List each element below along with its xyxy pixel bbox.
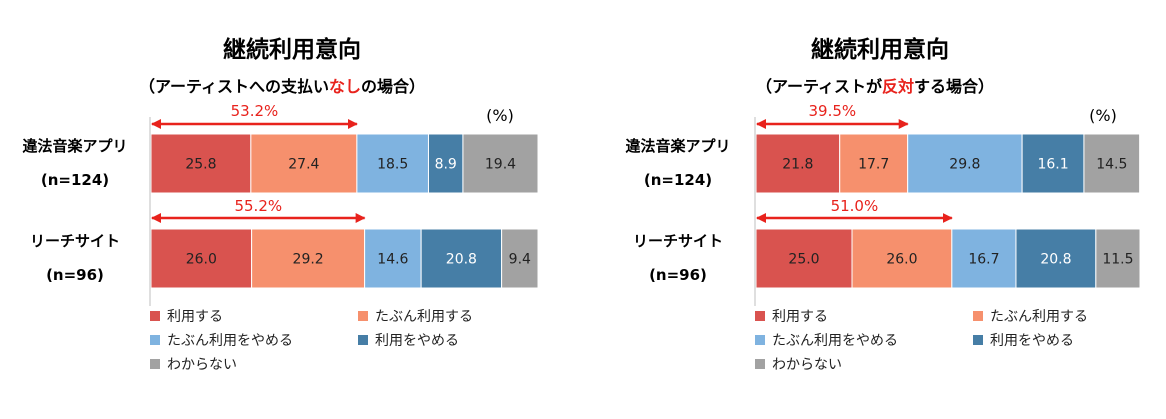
legend-label: わからない [772, 357, 842, 373]
bar-segment [951, 228, 1017, 289]
bar-segment [251, 228, 366, 289]
legend-label: 利用をやめる [375, 333, 459, 349]
row-label: 違法音楽アプリ [22, 137, 127, 155]
legend-swatch [150, 311, 160, 321]
data-label: 25.8 [185, 157, 216, 173]
bar-segment [356, 133, 429, 194]
subtitle-part: （アーティストが [756, 77, 882, 96]
span-annotation: 55.2% [234, 197, 282, 215]
bar-segment [1015, 228, 1097, 289]
data-label: 18.5 [377, 157, 408, 173]
bar-segment [462, 133, 539, 194]
legend-swatch [358, 335, 368, 345]
legend-swatch [150, 335, 160, 345]
bar-segment [755, 228, 853, 289]
span-annotation: 39.5% [809, 102, 857, 120]
subtitle-highlight: 反対 [882, 77, 914, 96]
subtitle-part: する場合） [914, 77, 994, 96]
legend-label: たぶん利用する [990, 309, 1088, 325]
data-label: 27.4 [288, 157, 319, 173]
bar-segment [501, 228, 539, 289]
row-n-label: (n=124) [41, 171, 109, 189]
legend-label: 利用をやめる [990, 333, 1074, 349]
data-label: 26.0 [886, 252, 917, 268]
bar-segment [364, 228, 422, 289]
span-annotation: 51.0% [831, 197, 879, 215]
bar-segment [907, 133, 1023, 194]
data-label: 16.1 [1037, 157, 1068, 173]
data-label: 21.8 [782, 157, 813, 173]
span-annotation: 53.2% [231, 102, 279, 120]
legend-label: 利用する [772, 309, 828, 325]
bar-segment [1021, 133, 1085, 194]
chart-subtitle: （アーティストが反対する場合） [756, 77, 994, 96]
row-label: 違法音楽アプリ [625, 137, 730, 155]
unit-label: (%) [486, 106, 514, 125]
data-label: 19.4 [485, 157, 516, 173]
row-n-label: (n=96) [649, 266, 707, 284]
subtitle-highlight: なし [329, 77, 361, 96]
data-label: 20.8 [446, 252, 477, 268]
data-label: 9.4 [509, 252, 531, 268]
data-label: 16.7 [968, 252, 999, 268]
chart-subtitle: （アーティストへの支払いなしの場合） [139, 77, 425, 96]
legend-swatch [755, 335, 765, 345]
bar-segment [755, 133, 841, 194]
bar-segment [1095, 228, 1141, 289]
bar-segment [1083, 133, 1141, 194]
row-n-label: (n=124) [644, 171, 712, 189]
bar-segment [250, 133, 358, 194]
data-label: 8.9 [435, 157, 457, 173]
data-label: 14.6 [377, 252, 408, 268]
legend-swatch [973, 335, 983, 345]
legend-label: たぶん利用する [375, 309, 473, 325]
legend-swatch [358, 311, 368, 321]
data-label: 17.7 [858, 157, 889, 173]
legend-swatch [150, 359, 160, 369]
chart-left: 継続利用意向 （アーティストへの支払いなしの場合） (%) 違法音楽アプリ (n=124… [22, 36, 539, 373]
chart-title: 継続利用意向 [811, 36, 949, 63]
data-label: 29.8 [949, 157, 980, 173]
bar-segment [851, 228, 953, 289]
legend-label: たぶん利用をやめる [167, 333, 293, 349]
data-label: 20.8 [1040, 252, 1071, 268]
legend-label: わからない [167, 357, 237, 373]
data-label: 29.2 [293, 252, 324, 268]
chart-right: 継続利用意向 （アーティストが反対する場合） (%) 違法音楽アプリ (n=124) 21… [625, 36, 1141, 373]
row-n-label: (n=96) [46, 266, 104, 284]
legend-swatch [755, 311, 765, 321]
legend-swatch [755, 359, 765, 369]
legend-swatch [973, 311, 983, 321]
bar-segment [839, 133, 909, 194]
subtitle-part: （アーティストへの支払い [139, 77, 329, 96]
data-label: 11.5 [1102, 252, 1133, 268]
legend-label: たぶん利用をやめる [772, 333, 898, 349]
data-label: 26.0 [186, 252, 217, 268]
chart-title: 継続利用意向 [223, 36, 361, 63]
row-label: リーチサイト [30, 232, 120, 250]
subtitle-part: の場合） [361, 77, 425, 96]
row-label: リーチサイト [633, 232, 723, 250]
data-label: 25.0 [788, 252, 819, 268]
legend-label: 利用する [167, 309, 223, 325]
data-label: 14.5 [1096, 157, 1127, 173]
bar-segment [150, 228, 253, 289]
unit-label: (%) [1089, 106, 1117, 125]
bar-segment [420, 228, 503, 289]
